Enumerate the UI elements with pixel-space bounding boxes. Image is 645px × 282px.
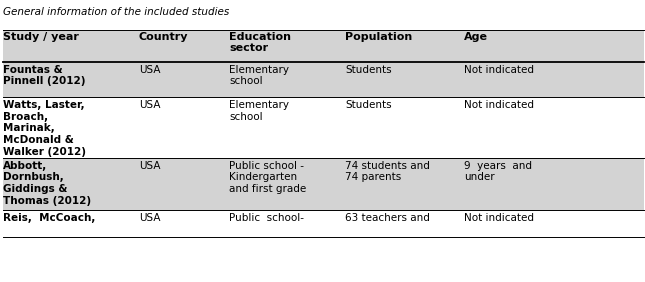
Text: Abbott,
Dornbush,
Giddings &
Thomas (2012): Abbott, Dornbush, Giddings & Thomas (201… bbox=[3, 161, 92, 206]
Text: General information of the included studies: General information of the included stud… bbox=[3, 7, 230, 17]
Text: 74 students and
74 parents: 74 students and 74 parents bbox=[345, 161, 430, 182]
Text: Not indicated: Not indicated bbox=[464, 100, 535, 110]
Text: Elementary
school: Elementary school bbox=[229, 65, 289, 87]
Text: 63 teachers and: 63 teachers and bbox=[345, 213, 430, 223]
Text: Population: Population bbox=[345, 32, 412, 42]
Text: Students: Students bbox=[345, 100, 392, 110]
Text: Not indicated: Not indicated bbox=[464, 213, 535, 223]
Text: Study / year: Study / year bbox=[3, 32, 79, 42]
Text: Public  school-: Public school- bbox=[229, 213, 304, 223]
Bar bbox=[3, 158, 644, 210]
Bar bbox=[3, 30, 644, 62]
Text: Not indicated: Not indicated bbox=[464, 65, 535, 75]
Text: Elementary
school: Elementary school bbox=[229, 100, 289, 122]
Bar bbox=[3, 62, 644, 97]
Text: USA: USA bbox=[139, 100, 160, 110]
Text: Age: Age bbox=[464, 32, 488, 42]
Text: Country: Country bbox=[139, 32, 188, 42]
Text: USA: USA bbox=[139, 65, 160, 75]
Text: 9  years  and
under: 9 years and under bbox=[464, 161, 532, 182]
Text: Students: Students bbox=[345, 65, 392, 75]
Text: USA: USA bbox=[139, 213, 160, 223]
Text: Education
sector: Education sector bbox=[229, 32, 291, 54]
Text: Reis,  McCoach,: Reis, McCoach, bbox=[3, 213, 95, 223]
Text: USA: USA bbox=[139, 161, 160, 171]
Text: Fountas &
Pinnell (2012): Fountas & Pinnell (2012) bbox=[3, 65, 86, 87]
Text: Public school -
Kindergarten
and first grade: Public school - Kindergarten and first g… bbox=[229, 161, 306, 194]
Text: Watts, Laster,
Broach,
Marinak,
McDonald &
Walker (2012): Watts, Laster, Broach, Marinak, McDonald… bbox=[3, 100, 86, 157]
